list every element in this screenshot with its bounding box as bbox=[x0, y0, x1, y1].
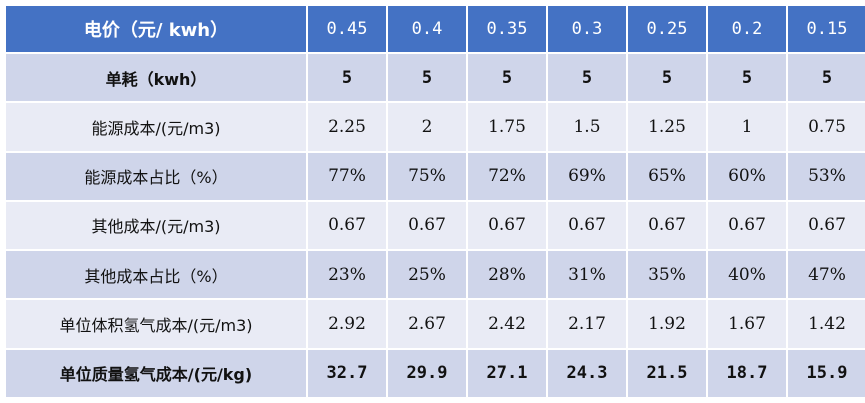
table-cell: 5 bbox=[308, 54, 386, 102]
table-cell: 0.67 bbox=[548, 201, 626, 250]
table-cell: 1 bbox=[708, 103, 786, 151]
table-cell: 0.67 bbox=[708, 201, 786, 250]
table-cell: 0.67 bbox=[468, 201, 546, 250]
hydrogen-cost-table: 电价（元/ kwh） 0.45 0.4 0.35 0.3 0.25 0.2 0.… bbox=[4, 4, 865, 399]
row-label: 单位体积氢气成本/(元/m3) bbox=[6, 300, 306, 348]
row-label: 能源成本占比（%） bbox=[6, 152, 306, 200]
table-cell: 69% bbox=[548, 152, 626, 200]
table-cell: 1.92 bbox=[628, 300, 706, 348]
table-cell: 2.42 bbox=[468, 300, 546, 348]
table-cell: 1.5 bbox=[548, 103, 626, 151]
table-cell: 0.75 bbox=[788, 103, 865, 151]
table-cell: 5 bbox=[628, 54, 706, 102]
table-cell: 75% bbox=[388, 152, 466, 200]
table-cell: 0.67 bbox=[788, 201, 865, 250]
table-cell: 24.3 bbox=[548, 349, 626, 397]
table-cell: 18.7 bbox=[708, 349, 786, 397]
header-price-cell: 0.3 bbox=[548, 6, 626, 52]
header-price-cell: 0.45 bbox=[308, 6, 386, 52]
table-cell: 23% bbox=[308, 251, 386, 299]
header-price-cell: 0.2 bbox=[708, 6, 786, 52]
table-cell: 2.92 bbox=[308, 300, 386, 348]
table-cell: 35% bbox=[628, 251, 706, 299]
row-label: 单耗（kwh） bbox=[6, 54, 306, 102]
table-cell: 15.9 bbox=[788, 349, 865, 397]
table-cell: 1.67 bbox=[708, 300, 786, 348]
table-cell: 65% bbox=[628, 152, 706, 200]
row-label: 其他成本/(元/m3) bbox=[6, 201, 306, 250]
table-cell: 32.7 bbox=[308, 349, 386, 397]
table-cell: 47% bbox=[788, 251, 865, 299]
table-cell: 60% bbox=[708, 152, 786, 200]
header-label-electricity-price: 电价（元/ kwh） bbox=[6, 6, 306, 52]
table-cell: 25% bbox=[388, 251, 466, 299]
row-label: 能源成本/(元/m3) bbox=[6, 103, 306, 151]
table-row-energy-cost: 能源成本/(元/m3) 2.25 2 1.75 1.5 1.25 1 0.75 bbox=[6, 103, 865, 151]
table-row-other-cost-share: 其他成本占比（%） 23% 25% 28% 31% 35% 40% 47% bbox=[6, 251, 865, 299]
table-cell: 1.42 bbox=[788, 300, 865, 348]
table-cell: 5 bbox=[468, 54, 546, 102]
table-cell: 53% bbox=[788, 152, 865, 200]
row-label: 单位质量氢气成本/(元/kg) bbox=[6, 349, 306, 397]
header-price-cell: 0.4 bbox=[388, 6, 466, 52]
header-price-cell: 0.15 bbox=[788, 6, 865, 52]
table-cell: 2.17 bbox=[548, 300, 626, 348]
table-row-energy-cost-share: 能源成本占比（%） 77% 75% 72% 69% 65% 60% 53% bbox=[6, 152, 865, 200]
table-cell: 0.67 bbox=[628, 201, 706, 250]
header-price-cell: 0.35 bbox=[468, 6, 546, 52]
table-cell: 21.5 bbox=[628, 349, 706, 397]
table-cell: 0.67 bbox=[308, 201, 386, 250]
row-label: 其他成本占比（%） bbox=[6, 251, 306, 299]
table-cell: 5 bbox=[788, 54, 865, 102]
table-cell: 28% bbox=[468, 251, 546, 299]
table-cell: 77% bbox=[308, 152, 386, 200]
table-row-volume-hydrogen-cost: 单位体积氢气成本/(元/m3) 2.92 2.67 2.42 2.17 1.92… bbox=[6, 300, 865, 348]
table-cell: 1.75 bbox=[468, 103, 546, 151]
table-cell: 5 bbox=[548, 54, 626, 102]
table-cell: 2 bbox=[388, 103, 466, 151]
table-cell: 40% bbox=[708, 251, 786, 299]
table-cell: 5 bbox=[708, 54, 786, 102]
table-cell: 0.67 bbox=[388, 201, 466, 250]
table-cell: 2.25 bbox=[308, 103, 386, 151]
table-cell: 2.67 bbox=[388, 300, 466, 348]
table-cell: 5 bbox=[388, 54, 466, 102]
table-cell: 31% bbox=[548, 251, 626, 299]
table-cell: 29.9 bbox=[388, 349, 466, 397]
table-cell: 72% bbox=[468, 152, 546, 200]
table-cell: 27.1 bbox=[468, 349, 546, 397]
table-row-unit-consumption: 单耗（kwh） 5 5 5 5 5 5 5 bbox=[6, 54, 865, 102]
header-price-cell: 0.25 bbox=[628, 6, 706, 52]
table-row-other-cost: 其他成本/(元/m3) 0.67 0.67 0.67 0.67 0.67 0.6… bbox=[6, 201, 865, 250]
table-cell: 1.25 bbox=[628, 103, 706, 151]
table-row-mass-hydrogen-cost: 单位质量氢气成本/(元/kg) 32.7 29.9 27.1 24.3 21.5… bbox=[6, 349, 865, 397]
cost-table-container: 电价（元/ kwh） 0.45 0.4 0.35 0.3 0.25 0.2 0.… bbox=[4, 4, 865, 399]
table-header-row: 电价（元/ kwh） 0.45 0.4 0.35 0.3 0.25 0.2 0.… bbox=[6, 6, 865, 52]
